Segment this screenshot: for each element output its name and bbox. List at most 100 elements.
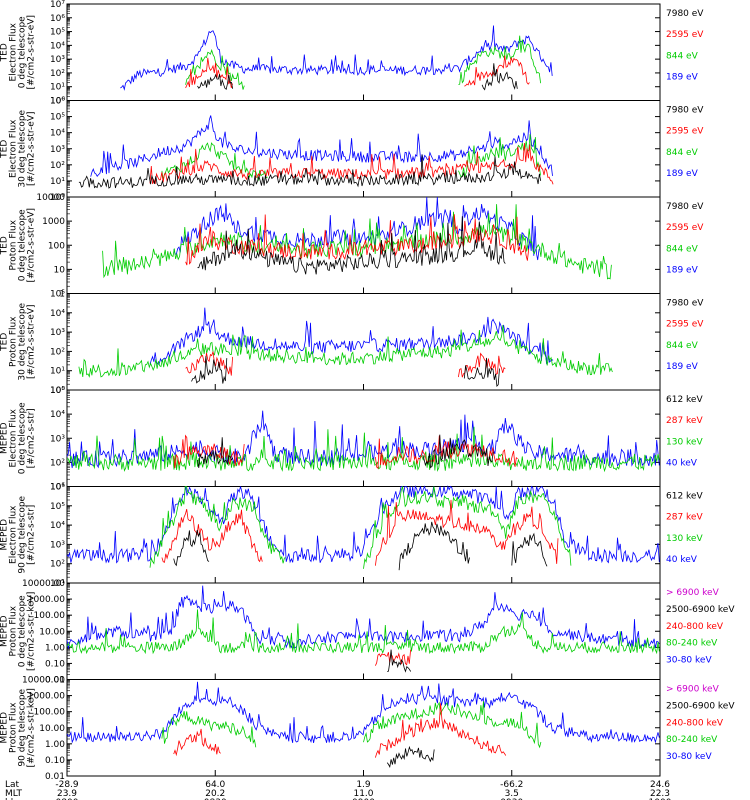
series-line: [185, 48, 245, 90]
series-line: [481, 63, 518, 91]
y-axis-label: 30 deg telescope: [18, 109, 28, 187]
y-tick-label: 10⁷: [50, 0, 65, 10]
y-tick-label: 10¹: [50, 83, 65, 93]
series-line: [191, 356, 228, 384]
series-line: [173, 196, 541, 261]
panel-frame: [66, 582, 661, 680]
y-tick-label: 100.00: [34, 611, 66, 621]
y-axis-label: 90 deg telescope: [18, 495, 28, 573]
y-tick-label: 10⁴: [50, 129, 65, 139]
legend-entry: 189 eV: [666, 169, 699, 179]
y-tick-label: 10³: [50, 145, 65, 155]
y-tick-label: 10.00: [39, 724, 65, 734]
y-axis-label: 0 deg telescope: [18, 16, 28, 88]
legend-entry: 189 eV: [666, 362, 699, 372]
y-axis-label: Electron Flux: [9, 119, 19, 178]
y-tick-label: 10⁰: [50, 386, 65, 396]
legend-entry: 80-240 keV: [666, 735, 718, 745]
series-line: [458, 35, 541, 85]
y-axis-label: [#/cm2-s-str-keV]: [27, 688, 37, 767]
series-line: [197, 73, 234, 91]
x-tick-lat: -66.2: [500, 780, 523, 790]
legend-entry: 240-800 keV: [666, 622, 724, 632]
legend-entry: 2500-6900 keV: [666, 605, 735, 615]
y-axis-label: TED: [0, 43, 10, 62]
series-line: [197, 216, 506, 275]
y-axis-label: Proton Flux: [9, 702, 19, 753]
y-tick-label: 10⁵: [50, 386, 65, 396]
y-tick-label: 10⁰: [50, 193, 65, 203]
series-line: [511, 532, 548, 567]
y-axis-label: MEPED: [0, 615, 10, 647]
y-axis-label: 0 deg telescope: [18, 209, 28, 281]
y-axis-label: Proton Flux: [9, 605, 19, 656]
legend-entry: 7980 eV: [666, 299, 704, 309]
y-axis-label: TED: [0, 236, 10, 255]
legend-entry: 844 eV: [666, 148, 699, 158]
y-tick-label: 0.10: [45, 659, 65, 669]
y-tick-label: 10⁴: [50, 41, 65, 51]
x-tick-lat: 24.6: [650, 780, 670, 790]
series-line: [398, 521, 470, 571]
series-line: [197, 437, 234, 468]
legend-entry: 2595 eV: [666, 320, 704, 330]
legend-entry: 30-80 keV: [666, 656, 712, 666]
legend-entry: 2595 eV: [666, 127, 704, 137]
legend-entry: > 6900 keV: [666, 685, 720, 695]
y-axis-label: 30 deg telescope: [18, 302, 28, 380]
y-tick-label: 10000.00: [22, 579, 65, 589]
series-line: [78, 154, 542, 189]
y-axis-label: [#/cm2-s-str-eV]: [27, 111, 37, 186]
y-tick-label: 100: [48, 241, 65, 251]
x-tick-hhmm: 0900: [352, 798, 375, 800]
y-tick-label: 10000.00: [22, 676, 65, 686]
legend-entry: 287 keV: [666, 416, 703, 426]
y-tick-label: 10²: [50, 69, 65, 79]
series-line: [78, 325, 613, 378]
panel-frame: [66, 679, 661, 777]
y-axis-label: [#/cm2-s-str-eV]: [27, 208, 37, 283]
legend-entry: > 6900 keV: [666, 588, 720, 598]
legend-entry: 240-800 keV: [666, 718, 724, 728]
y-axis-label: Electron Flux: [9, 408, 19, 467]
y-tick-label: 10¹: [50, 483, 65, 493]
x-tick-hhmm: 0800: [56, 798, 79, 800]
legend-entry: 844 eV: [666, 244, 699, 254]
y-tick-label: 10⁴: [50, 410, 65, 420]
y-axis-label: [#/cm2-s-str-eV]: [27, 304, 37, 379]
y-tick-label: 100.00: [34, 708, 66, 718]
series-line: [375, 499, 559, 566]
panel-frame: [66, 100, 661, 198]
y-axis-label: 90 deg telescope: [18, 688, 28, 766]
x-axis-row-label: hhmm: [5, 798, 34, 800]
y-axis-label: MEPED: [0, 712, 10, 744]
y-tick-label: 10³: [50, 434, 65, 444]
x-axis-row-label: Lat: [5, 780, 20, 790]
x-tick-hhmm: 1000: [649, 798, 672, 800]
series-line: [173, 530, 210, 567]
panel-frame: [66, 3, 661, 101]
legend-entry: 7980 eV: [666, 106, 704, 116]
y-axis-label: 0 deg telescope: [18, 595, 28, 667]
y-tick-label: 10: [54, 265, 66, 275]
legend-entry: 189 eV: [666, 72, 699, 82]
series-line: [463, 357, 500, 388]
y-tick-label: 10⁴: [50, 309, 65, 319]
series-line: [149, 307, 554, 365]
series-line: [149, 142, 554, 185]
y-tick-label: 10⁵: [50, 502, 65, 512]
y-tick-label: 1000.00: [28, 692, 65, 702]
legend-entry: 2595 eV: [666, 30, 704, 40]
y-axis-label: [#/cm2-s-str-keV]: [27, 592, 37, 671]
y-tick-label: 1.00: [45, 740, 65, 750]
series-line: [66, 681, 660, 744]
y-tick-label: 10²: [50, 161, 65, 171]
series-line: [375, 703, 507, 758]
y-axis-label: Electron Flux: [9, 22, 19, 81]
legend-entry: 130 keV: [666, 534, 703, 544]
series-line: [161, 711, 257, 748]
series-line: [458, 134, 541, 179]
y-tick-label: 10⁵: [50, 113, 65, 123]
series-line: [173, 434, 245, 469]
x-tick-lat: 1.9: [356, 780, 371, 790]
